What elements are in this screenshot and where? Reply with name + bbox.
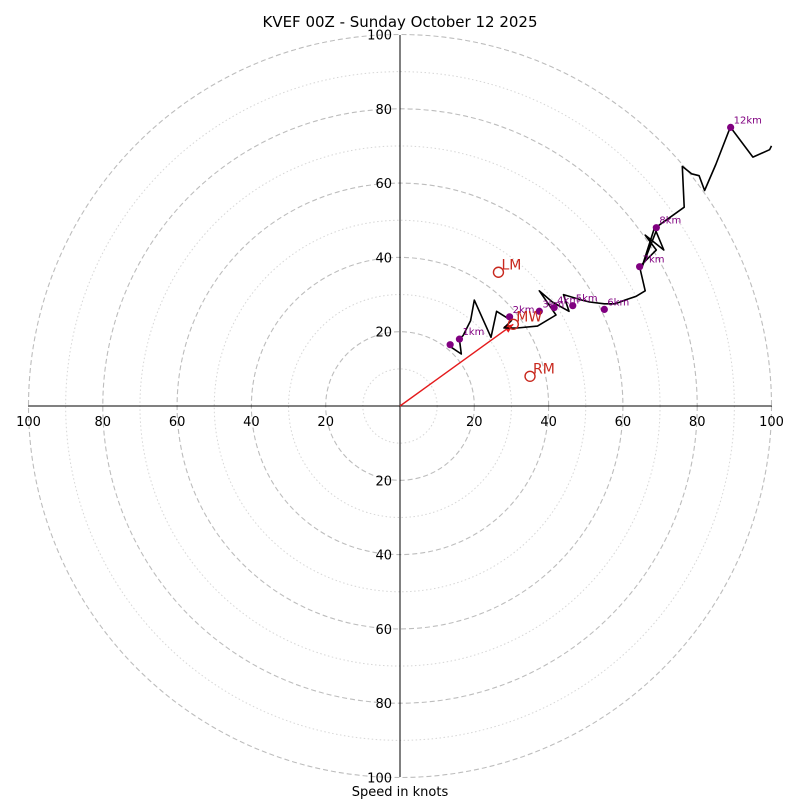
height-marker-2km	[505, 313, 514, 321]
tick-label-left-40: 40	[243, 415, 260, 430]
height-label-8km: 8km	[659, 216, 681, 227]
storm-motion-mw-marker	[507, 318, 520, 330]
height-marker-sfc	[446, 341, 454, 349]
x-axis-label: Speed in knots	[352, 785, 449, 800]
tick-label-left-100: 100	[16, 415, 41, 430]
tick-label-up-100: 100	[367, 29, 392, 44]
height-marker-4km	[550, 303, 558, 312]
height-marker-12km	[727, 123, 735, 131]
height-label-2km: 2km	[513, 305, 535, 316]
storm-motion-markers: LM MW RM	[492, 257, 555, 382]
tick-label-left-20: 20	[317, 415, 334, 430]
tick-label-up-80: 80	[375, 103, 392, 118]
storm-motion-mw-label: MW	[516, 309, 542, 325]
tick-label-down-20: 20	[375, 474, 392, 489]
tick-label-down-60: 60	[375, 623, 392, 638]
tick-label-up-40: 40	[375, 251, 392, 266]
height-marker-6km	[600, 305, 608, 314]
height-label-7km: 7km	[643, 255, 665, 266]
height-marker-1km	[455, 335, 464, 343]
tick-label-right-40: 40	[540, 415, 557, 430]
tick-labels: 20 20 20 20 40 40 40 40 60 60 60 60 80 80 80 80 100 100 10…	[16, 29, 784, 787]
tick-label-up-60: 60	[375, 177, 392, 192]
height-label-5km: 5km	[576, 294, 598, 305]
storm-motion-rm-label: RM	[533, 361, 555, 377]
tick-label-right-60: 60	[615, 415, 632, 430]
storm-motion-lm-marker	[492, 266, 505, 278]
height-marker-5km	[569, 302, 577, 310]
tick-label-right-80: 80	[689, 415, 706, 430]
mean-wind-vector	[399, 323, 514, 407]
tick-label-left-60: 60	[169, 415, 186, 430]
height-label-4km: 4km	[557, 296, 579, 307]
height-label-1km: 1km	[462, 327, 484, 338]
height-marker-3km	[535, 307, 543, 315]
wind-profile-trace	[449, 126, 773, 355]
storm-motion-lm-label: LM	[501, 257, 521, 273]
tick-label-down-40: 40	[375, 549, 392, 564]
tick-label-down-100: 100	[367, 772, 392, 787]
tick-label-right-20: 20	[466, 415, 483, 430]
height-markers: 1km2km3km4km5km6km7km8km12km	[446, 115, 762, 349]
height-marker-7km	[636, 263, 644, 271]
tick-label-down-80: 80	[375, 697, 392, 712]
storm-motion-rm-marker	[524, 370, 536, 382]
tick-label-right-100: 100	[759, 415, 784, 430]
height-label-12km: 12km	[734, 115, 762, 126]
tick-label-left-80: 80	[95, 415, 112, 430]
height-marker-8km	[652, 224, 660, 232]
tick-label-up-20: 20	[375, 326, 392, 341]
chart-title: KVEF 00Z - Sunday October 12 2025	[262, 13, 537, 31]
height-label-6km: 6km	[607, 297, 629, 308]
